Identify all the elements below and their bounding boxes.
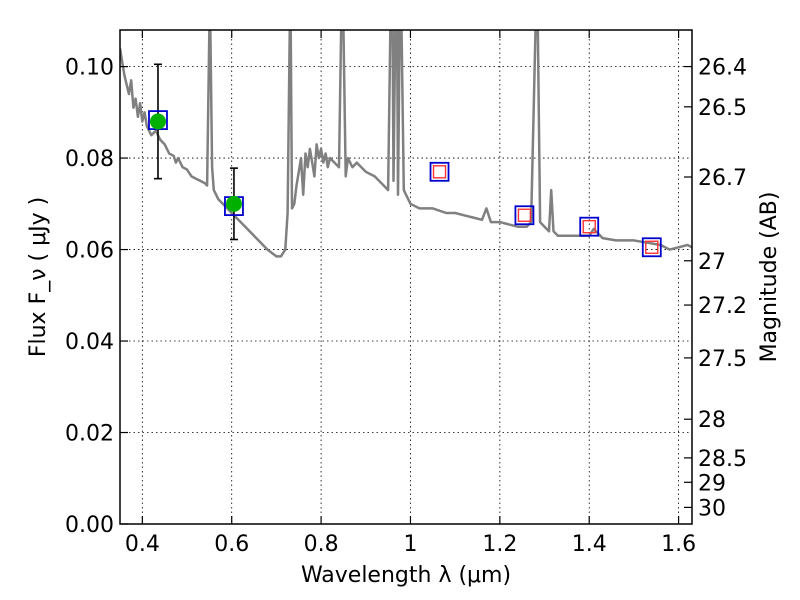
model-flux-box	[641, 237, 662, 258]
y-tick-label: 0.00	[65, 513, 114, 538]
y-axis-label: Flux F_ν ( μJy )	[26, 197, 51, 357]
x-tick-label: 0.6	[214, 532, 249, 557]
x-tick-label: 1.4	[572, 532, 607, 557]
y-tick-label: 0.10	[65, 56, 114, 81]
right-tick-label: 28	[698, 408, 726, 433]
observed-point	[225, 195, 242, 212]
right-axis-label: Magnitude (AB)	[757, 192, 782, 363]
model-flux-box	[514, 205, 535, 226]
ticks	[120, 30, 692, 525]
photometry-box	[582, 219, 596, 234]
x-axis-label: Wavelength λ (μm)	[301, 563, 511, 588]
photometry-box	[432, 165, 447, 179]
x-tick-labels: 0.4 0.6 0.8 1 1.2 1.4 1.6	[125, 532, 696, 557]
x-tick-label: 1	[403, 532, 417, 557]
y-tick-label: 0.04	[65, 330, 114, 355]
right-tick-label: 26.5	[698, 96, 747, 121]
right-tick-label: 28.5	[698, 447, 747, 472]
observed-point	[149, 113, 166, 130]
markers	[148, 63, 662, 258]
right-tick-label: 27.2	[698, 294, 747, 319]
y-tick-label: 0.02	[65, 422, 114, 447]
y-tick-labels: 0.00 0.02 0.04 0.06 0.08 0.10	[65, 56, 114, 538]
x-tick-label: 0.4	[125, 532, 160, 557]
x-tick-label: 1.2	[482, 532, 517, 557]
x-tick-label: 0.8	[304, 532, 339, 557]
right-tick-label: 29	[698, 471, 726, 496]
photometry-box	[645, 240, 659, 254]
model-flux-box	[429, 161, 450, 182]
right-tick-label: 27.5	[698, 347, 747, 372]
x-tick-label: 1.6	[661, 532, 696, 557]
right-tick-label: 27	[698, 250, 726, 275]
photometry-box	[517, 208, 532, 222]
y-tick-label: 0.08	[65, 147, 114, 172]
y-tick-label: 0.06	[65, 239, 114, 264]
right-tick-label: 26.4	[698, 56, 747, 81]
right-tick-label: 26.7	[698, 166, 747, 191]
plot-frame	[119, 29, 693, 525]
right-tick-label: 30	[698, 496, 726, 521]
model-flux-box	[579, 216, 600, 237]
model-spectrum-line	[120, 30, 692, 258]
